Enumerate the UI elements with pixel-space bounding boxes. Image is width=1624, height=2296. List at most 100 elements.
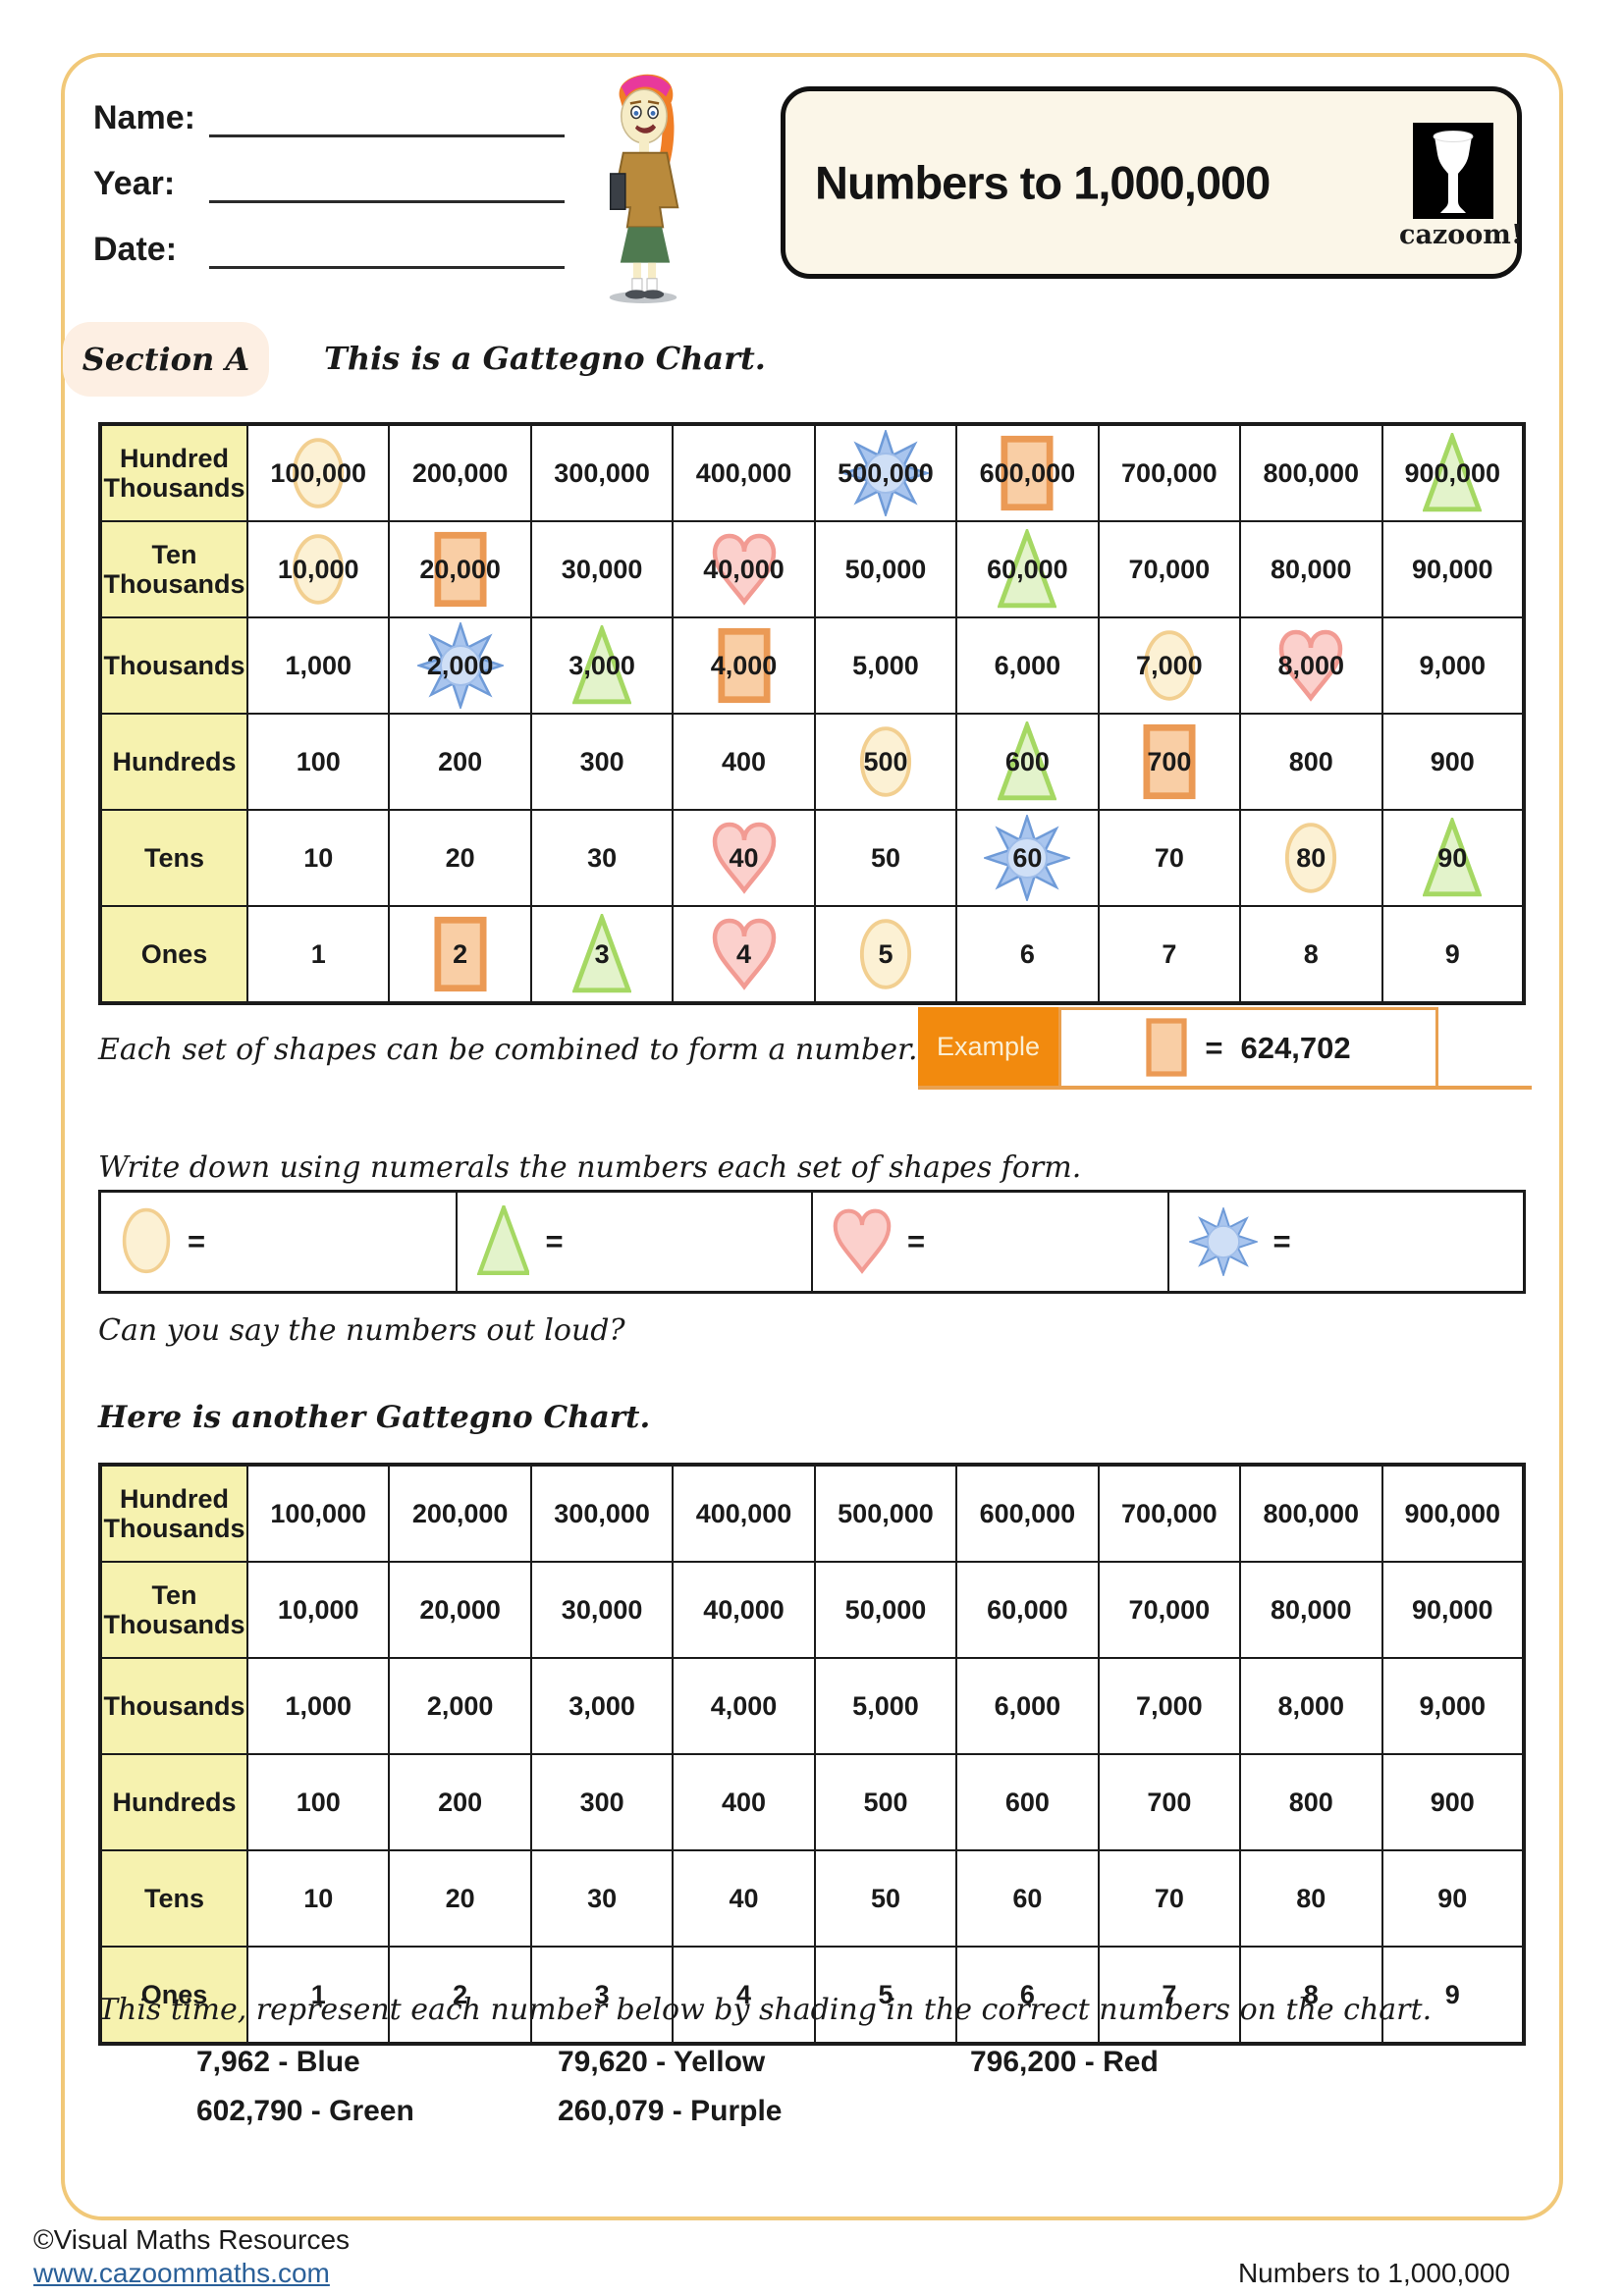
chart-cell-value: 40,000 — [703, 554, 785, 584]
chart-cell-40000[interactable]: 40,000 — [672, 1561, 816, 1659]
chart-cell-200: 200 — [388, 713, 532, 811]
chart-cell-9[interactable]: 9 — [1380, 1946, 1525, 2045]
chart-cell-value: 900 — [1430, 746, 1475, 776]
chart-cell-200[interactable]: 200 — [388, 1753, 532, 1851]
chart-cell-100[interactable]: 100 — [245, 1753, 391, 1851]
chart-cell-700[interactable]: 700 — [1097, 1753, 1242, 1851]
chart-cell-value: 2 — [453, 1979, 468, 2009]
chart-cell-20000: 20,000 — [388, 520, 532, 618]
chart-cell-800000[interactable]: 800,000 — [1239, 1464, 1383, 1563]
chart-cell-value: 200,000 — [411, 1498, 509, 1528]
chart-cell-value: 800,000 — [1263, 1498, 1360, 1528]
year-input-line[interactable] — [209, 163, 565, 203]
chart-cell-value: 4 — [736, 1979, 752, 2009]
chart-row-thousands: Thousands 1,000 2,000 3,000 4,000 5,000 6,000 7… — [99, 616, 1525, 715]
chart-cell-value: 1,000 — [285, 650, 352, 680]
chart-cell-400000[interactable]: 400,000 — [672, 1464, 816, 1563]
chart-cell-value: 300,000 — [554, 1498, 650, 1528]
copyright-text: ©Visual Maths Resources — [33, 2224, 351, 2255]
chart-cell-1000[interactable]: 1,000 — [245, 1657, 391, 1755]
chart-cell-400[interactable]: 400 — [672, 1753, 816, 1851]
answer-cell-heart[interactable]: = — [813, 1193, 1169, 1291]
chart-cell-value: 5 — [878, 938, 893, 969]
chart-cell-10[interactable]: 10 — [245, 1849, 391, 1948]
chart-cell-1000: 1,000 — [245, 616, 391, 715]
chart-cell-value: 5 — [878, 1979, 893, 2009]
chart-row-thousands: Thousands 1,000 2,000 3,000 4,000 5,000 6,000 7… — [99, 1657, 1525, 1755]
chart-cell-5[interactable]: 5 — [813, 1946, 958, 2045]
chart-cell-1[interactable]: 1 — [245, 1946, 391, 2045]
chart-cell-3000[interactable]: 3,000 — [529, 1657, 675, 1755]
chart-cell-90[interactable]: 90 — [1380, 1849, 1525, 1948]
chart-cell-6000[interactable]: 6,000 — [955, 1657, 1100, 1755]
combine-instruction: Each set of shapes can be combined to fo… — [98, 1033, 918, 1067]
answer-cell-circle[interactable]: = — [101, 1193, 458, 1291]
chart-cell-3[interactable]: 3 — [529, 1946, 675, 2045]
name-input-line[interactable] — [209, 97, 565, 137]
shade-item-red: 796,200 - Red — [970, 2046, 1159, 2078]
page-border — [61, 53, 1563, 2220]
chart-cell-2000[interactable]: 2,000 — [388, 1657, 532, 1755]
chart-cell-100000[interactable]: 100,000 — [245, 1464, 391, 1563]
chart-cell-500[interactable]: 500 — [813, 1753, 958, 1851]
chart-cell-7000[interactable]: 7,000 — [1097, 1657, 1242, 1755]
chart-cell-60[interactable]: 60 — [955, 1849, 1100, 1948]
chart-cell-90000[interactable]: 90,000 — [1380, 1561, 1525, 1659]
chart-cell-20[interactable]: 20 — [388, 1849, 532, 1948]
chart-cell-600[interactable]: 600 — [955, 1753, 1100, 1851]
chart-cell-value: 30 — [587, 1883, 618, 1913]
chart-cell-value: 90 — [1437, 842, 1468, 873]
chart-cell-30000[interactable]: 30,000 — [529, 1561, 675, 1659]
chart-cell-300[interactable]: 300 — [529, 1753, 675, 1851]
chart-cell-8000[interactable]: 8,000 — [1239, 1657, 1383, 1755]
chart-cell-30000: 30,000 — [529, 520, 675, 618]
chart-cell-50000: 50,000 — [813, 520, 958, 618]
chart-cell-9000: 9,000 — [1380, 616, 1525, 715]
answer-cell-triangle[interactable]: = — [457, 1193, 813, 1291]
chart-cell-7[interactable]: 7 — [1097, 1946, 1242, 2045]
chart-cell-value: 6,000 — [994, 1690, 1061, 1721]
chart-cell-900000[interactable]: 900,000 — [1380, 1464, 1525, 1563]
chart-cell-50[interactable]: 50 — [813, 1849, 958, 1948]
chart-cell-60000[interactable]: 60,000 — [955, 1561, 1100, 1659]
chart-cell-700000[interactable]: 700,000 — [1097, 1464, 1242, 1563]
chart-cell-600000[interactable]: 600,000 — [955, 1464, 1100, 1563]
row-header-tens: Tens — [99, 1849, 248, 1948]
chart-cell-10000: 10,000 — [245, 520, 391, 618]
triangle-shape-icon — [475, 1201, 530, 1278]
chart-cell-value: 600 — [1004, 746, 1050, 776]
chart-cell-5000[interactable]: 5,000 — [813, 1657, 958, 1755]
chart-cell-80[interactable]: 80 — [1239, 1849, 1383, 1948]
chart-cell-10000[interactable]: 10,000 — [245, 1561, 391, 1659]
chart-cell-30[interactable]: 30 — [529, 1849, 675, 1948]
row-header-ones: Ones — [99, 1946, 248, 2045]
chart-cell-value: 400 — [722, 1787, 767, 1817]
chart-row-ten-thousands: Ten Thousands 10,000 20,000 30,000 40,000 50,… — [99, 520, 1525, 618]
chart-cell-9000[interactable]: 9,000 — [1380, 1657, 1525, 1755]
chart-cell-value: 3 — [594, 1979, 610, 2009]
chart-cell-70000[interactable]: 70,000 — [1097, 1561, 1242, 1659]
chart-cell-200000[interactable]: 200,000 — [388, 1464, 532, 1563]
chart-cell-800[interactable]: 800 — [1239, 1753, 1383, 1851]
chart-cell-80000[interactable]: 80,000 — [1239, 1561, 1383, 1659]
chart-cell-5: 5 — [813, 905, 958, 1004]
chart-cell-8[interactable]: 8 — [1239, 1946, 1383, 2045]
chart-cell-20000[interactable]: 20,000 — [388, 1561, 532, 1659]
chart-cell-6[interactable]: 6 — [955, 1946, 1100, 2045]
chart-cell-2[interactable]: 2 — [388, 1946, 532, 2045]
chart-cell-40[interactable]: 40 — [672, 1849, 816, 1948]
chart-cell-50000[interactable]: 50,000 — [813, 1561, 958, 1659]
row-header-hundreds: Hundreds — [99, 1753, 248, 1851]
chart-cell-900[interactable]: 900 — [1380, 1753, 1525, 1851]
chart-cell-4000[interactable]: 4,000 — [672, 1657, 816, 1755]
chart-cell-4[interactable]: 4 — [672, 1946, 816, 2045]
chart-cell-300000[interactable]: 300,000 — [529, 1464, 675, 1563]
date-input-line[interactable] — [209, 229, 565, 269]
girl-cartoon-illustration — [577, 57, 715, 304]
answer-cell-star[interactable]: = — [1168, 1193, 1523, 1291]
shade-item-blue: 7,962 - Blue — [196, 2046, 360, 2078]
chart-cell-70[interactable]: 70 — [1097, 1849, 1242, 1948]
chart-cell-500000[interactable]: 500,000 — [813, 1464, 958, 1563]
cazoommaths-link[interactable]: www.cazoommaths.com — [33, 2258, 330, 2288]
chart-cell-value: 30,000 — [561, 554, 643, 584]
